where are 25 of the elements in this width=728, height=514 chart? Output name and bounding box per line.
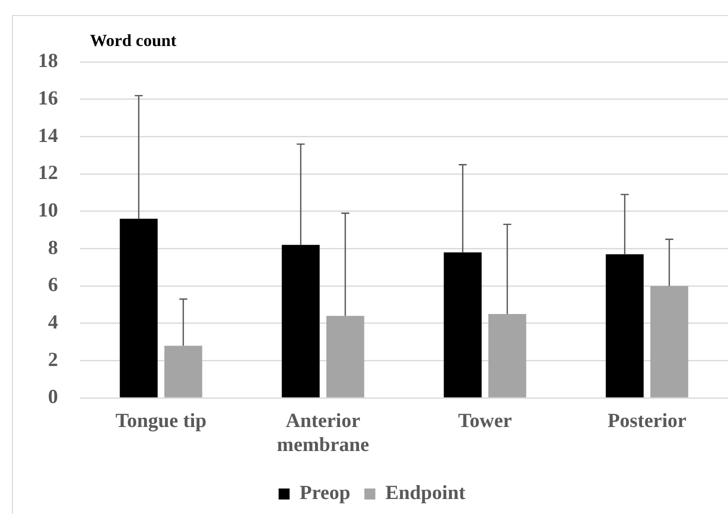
y-tick-label: 18: [38, 50, 58, 72]
bar: [606, 254, 644, 398]
x-tick-label: Tower: [458, 410, 512, 432]
bar: [650, 286, 688, 398]
bar: [444, 252, 482, 398]
y-tick-label: 14: [38, 124, 58, 147]
x-tick-label: Anterior membrane: [276, 410, 370, 456]
legend-label: Preop: [300, 482, 350, 504]
y-tick-label: 10: [38, 200, 58, 222]
y-axis-title: Word count: [90, 31, 177, 50]
bar: [282, 244, 320, 398]
y-tick-label: 8: [48, 236, 58, 259]
y-tick-label: 6: [48, 274, 58, 296]
y-tick-label: 0: [48, 386, 58, 408]
y-tick-label: 16: [38, 88, 58, 110]
legend-label: Endpoint: [385, 482, 466, 504]
y-tick-label: 2: [48, 348, 58, 371]
y-tick-label: 4: [48, 312, 58, 334]
y-tick-label: 12: [38, 162, 58, 184]
bar: [326, 316, 364, 398]
bar: [120, 218, 158, 398]
x-tick-label: Tongue tip: [116, 410, 206, 432]
bar: [164, 346, 202, 398]
x-tick-label: Posterior: [608, 410, 687, 432]
bar: [488, 314, 526, 398]
